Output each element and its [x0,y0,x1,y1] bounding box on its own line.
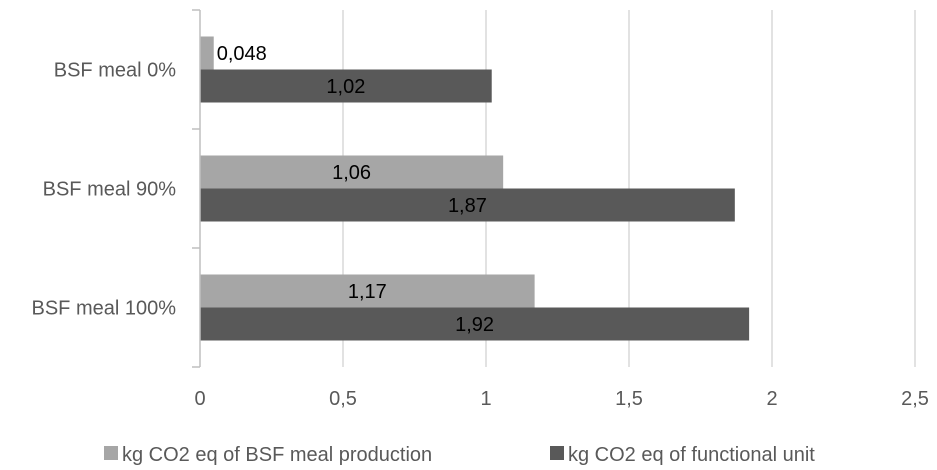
x-tick-label: 1 [480,388,491,410]
data-label: 1,06 [332,162,371,184]
data-label: 1,87 [448,195,487,217]
bar-bsf-meal-production [200,155,504,189]
data-labels: 0,048 1,02 1,06 1,87 1,17 1,92 [217,43,494,336]
x-tick-label: 2 [766,388,777,410]
data-label: 1,17 [348,281,387,303]
legend-swatch [104,446,118,460]
x-tick-label: 0 [194,388,205,410]
legend-label: kg CO2 eq of functional unit [568,444,815,466]
data-label: 1,92 [455,314,494,336]
bars [200,36,750,341]
legend: kg CO2 eq of BSF meal production kg CO2 e… [104,444,815,466]
bar-functional-unit [200,188,735,222]
data-label: 1,02 [326,76,365,98]
legend-label: kg CO2 eq of BSF meal production [122,444,432,466]
bar-functional-unit [200,307,750,341]
x-tick-label: 0,5 [329,388,357,410]
x-tick-label: 2,5 [901,388,929,410]
legend-swatch [550,446,564,460]
bar-bsf-meal-production [200,36,214,70]
data-label: 0,048 [217,43,267,65]
category-label: BSF meal 90% [43,179,177,201]
x-tick-label: 1,5 [615,388,643,410]
bar-functional-unit [200,69,492,103]
axes: 0 0,5 1 1,5 2 2,5 BSF meal 0% BSF meal 90% BSF m… [31,9,929,410]
category-label: BSF meal 100% [31,298,176,320]
bar-bsf-meal-production [200,274,535,308]
category-label: BSF meal 0% [54,60,176,82]
